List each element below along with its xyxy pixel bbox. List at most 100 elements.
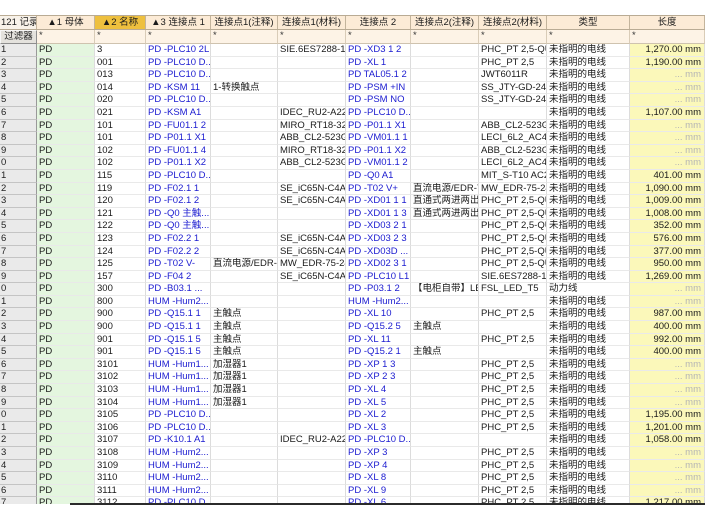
cell-connection2-note[interactable] (411, 220, 479, 233)
filter-input-cp1[interactable]: * (146, 30, 211, 44)
cell-type[interactable]: 未指明的电线 (547, 484, 630, 498)
cell-connection2-note[interactable] (411, 396, 479, 410)
cell-name[interactable]: 115 (95, 169, 146, 183)
cell-parent[interactable]: PD (37, 245, 95, 259)
cell-connection2-material[interactable]: PHC_PT 2,5 (479, 396, 547, 410)
cell-type[interactable]: 未指明的电线 (547, 321, 630, 334)
cell-connection2-link[interactable]: PD -XP 2 3 (346, 371, 411, 385)
cell-connection2-link[interactable]: PD -XL 6 (346, 497, 411, 504)
row-number[interactable]: 1 (0, 44, 37, 57)
cell-connection2-material[interactable]: PHC_PT 2,5-QU... (479, 207, 547, 221)
cell-name[interactable]: 101 (95, 119, 146, 133)
cell-type[interactable]: 未指明的电线 (547, 44, 630, 57)
cell-connection2-material[interactable]: LECI_6L2_AC450V (479, 132, 547, 145)
cell-connection1-material[interactable] (278, 484, 346, 498)
cell-parent[interactable]: PD (37, 232, 95, 246)
cell-name[interactable]: 3107 (95, 434, 146, 447)
cell-connection2-material[interactable]: PHC_PT 2,5 (479, 447, 547, 460)
row-number[interactable]: 0 (0, 409, 37, 422)
cell-connection1-link[interactable]: PD -F04 2 (146, 270, 211, 284)
cell-type[interactable]: 未指明的电线 (547, 232, 630, 246)
cell-connection1-note[interactable]: 主触点 (211, 333, 278, 347)
cell-type[interactable]: 未指明的电线 (547, 245, 630, 259)
cell-length[interactable]: 400.00 mm (630, 321, 705, 334)
cell-connection1-note[interactable] (211, 459, 278, 473)
cell-connection2-link[interactable]: PD -XL 8 (346, 472, 411, 485)
cell-connection1-link[interactable]: PD -FU01.1 4 (146, 144, 211, 158)
cell-name[interactable]: 014 (95, 81, 146, 95)
cell-name[interactable]: 3105 (95, 409, 146, 422)
cell-connection2-note[interactable] (411, 232, 479, 246)
cell-parent[interactable]: PD (37, 81, 95, 95)
cell-type[interactable]: 未指明的电线 (547, 333, 630, 347)
cell-type[interactable]: 未指明的电线 (547, 384, 630, 397)
cell-connection1-link[interactable]: PD -Q15.1 5 (146, 333, 211, 347)
cell-type[interactable]: 未指明的电线 (547, 421, 630, 435)
cell-length[interactable]: 1,090.00 mm (630, 182, 705, 196)
cell-type[interactable]: 未指明的电线 (547, 169, 630, 183)
cell-name[interactable]: 120 (95, 195, 146, 208)
cell-connection2-link[interactable]: PD -XD01 1 3 (346, 207, 411, 221)
cell-connection1-note[interactable]: 加湿器1 (211, 384, 278, 397)
cell-connection1-note[interactable] (211, 270, 278, 284)
cell-connection1-note[interactable]: 主触点 (211, 321, 278, 334)
cell-connection1-link[interactable]: HUM -Hum1... (146, 396, 211, 410)
cell-connection1-link[interactable]: HUM -Hum2... (146, 472, 211, 485)
cell-type[interactable]: 未指明的电线 (547, 358, 630, 372)
cell-connection1-note[interactable]: 加湿器1 (211, 371, 278, 385)
cell-connection1-material[interactable] (278, 371, 346, 385)
cell-type[interactable]: 未指明的电线 (547, 144, 630, 158)
row-number[interactable]: 4 (0, 459, 37, 473)
cell-type[interactable]: 未指明的电线 (547, 69, 630, 82)
cell-connection1-material[interactable]: IDEC_RU2-A220 (278, 434, 346, 447)
cell-connection2-material[interactable]: FSL_LED_T5 (479, 283, 547, 296)
cell-connection2-link[interactable]: PD -XD03 2 1 (346, 220, 411, 233)
cell-connection1-link[interactable]: HUM -Hum2... (146, 484, 211, 498)
cell-type[interactable]: 未指明的电线 (547, 258, 630, 271)
cell-connection2-link[interactable]: PD -XD03 2 3 (346, 232, 411, 246)
column-header-cp1_mat[interactable]: 连接点1(材料) (278, 16, 346, 29)
cell-connection2-link[interactable]: PD -XL 4 (346, 384, 411, 397)
cell-name[interactable]: 3109 (95, 459, 146, 473)
cell-length[interactable]: ... mm (630, 144, 705, 158)
cell-name[interactable]: 101 (95, 132, 146, 145)
cell-length[interactable]: 1,201.00 mm (630, 421, 705, 435)
cell-connection2-link[interactable]: PD -Q0 A1 (346, 169, 411, 183)
cell-connection2-material[interactable] (479, 321, 547, 334)
cell-type[interactable]: 未指明的电线 (547, 472, 630, 485)
cell-connection1-link[interactable]: PD -FU01.1 2 (146, 119, 211, 133)
cell-name[interactable]: 3102 (95, 371, 146, 385)
cell-connection2-note[interactable] (411, 333, 479, 347)
row-number[interactable]: 4 (0, 81, 37, 95)
cell-length[interactable]: ... mm (630, 358, 705, 372)
cell-parent[interactable]: PD (37, 169, 95, 183)
cell-parent[interactable]: PD (37, 484, 95, 498)
row-number[interactable]: 4 (0, 333, 37, 347)
cell-connection2-note[interactable]: 直流电源/EDR-7... (411, 182, 479, 196)
cell-parent[interactable]: PD (37, 497, 95, 504)
cell-connection1-link[interactable]: PD -Q15.1 5 (146, 346, 211, 359)
row-number[interactable]: 0 (0, 157, 37, 170)
cell-name[interactable]: 121 (95, 207, 146, 221)
row-number[interactable]: 2 (0, 308, 37, 322)
cell-connection1-note[interactable] (211, 132, 278, 145)
cell-parent[interactable]: PD (37, 119, 95, 133)
row-number[interactable]: 6 (0, 484, 37, 498)
cell-connection1-material[interactable]: SIE.6ES7288-1S... (278, 44, 346, 57)
cell-name[interactable]: 119 (95, 182, 146, 196)
cell-connection2-note[interactable] (411, 94, 479, 107)
cell-connection2-link[interactable]: PD -VM01.1 1 (346, 132, 411, 145)
cell-connection2-material[interactable]: PHC_PT 2,5 (479, 333, 547, 347)
column-header-type[interactable]: 类型 (547, 16, 630, 29)
cell-connection2-material[interactable]: PHC_PT 2,5 (479, 472, 547, 485)
row-number[interactable]: 9 (0, 396, 37, 410)
cell-name[interactable]: 900 (95, 321, 146, 334)
cell-type[interactable]: 未指明的电线 (547, 409, 630, 422)
cell-length[interactable]: ... mm (630, 69, 705, 82)
cell-connection1-note[interactable] (211, 56, 278, 70)
cell-length[interactable]: ... mm (630, 94, 705, 107)
cell-connection2-material[interactable]: PHC_PT 2,5 (479, 358, 547, 372)
cell-type[interactable]: 未指明的电线 (547, 371, 630, 385)
column-header-cp1[interactable]: ▲3 连接点 1 (146, 16, 211, 29)
cell-connection2-material[interactable]: SS_JTY-GD-2412 (479, 81, 547, 95)
